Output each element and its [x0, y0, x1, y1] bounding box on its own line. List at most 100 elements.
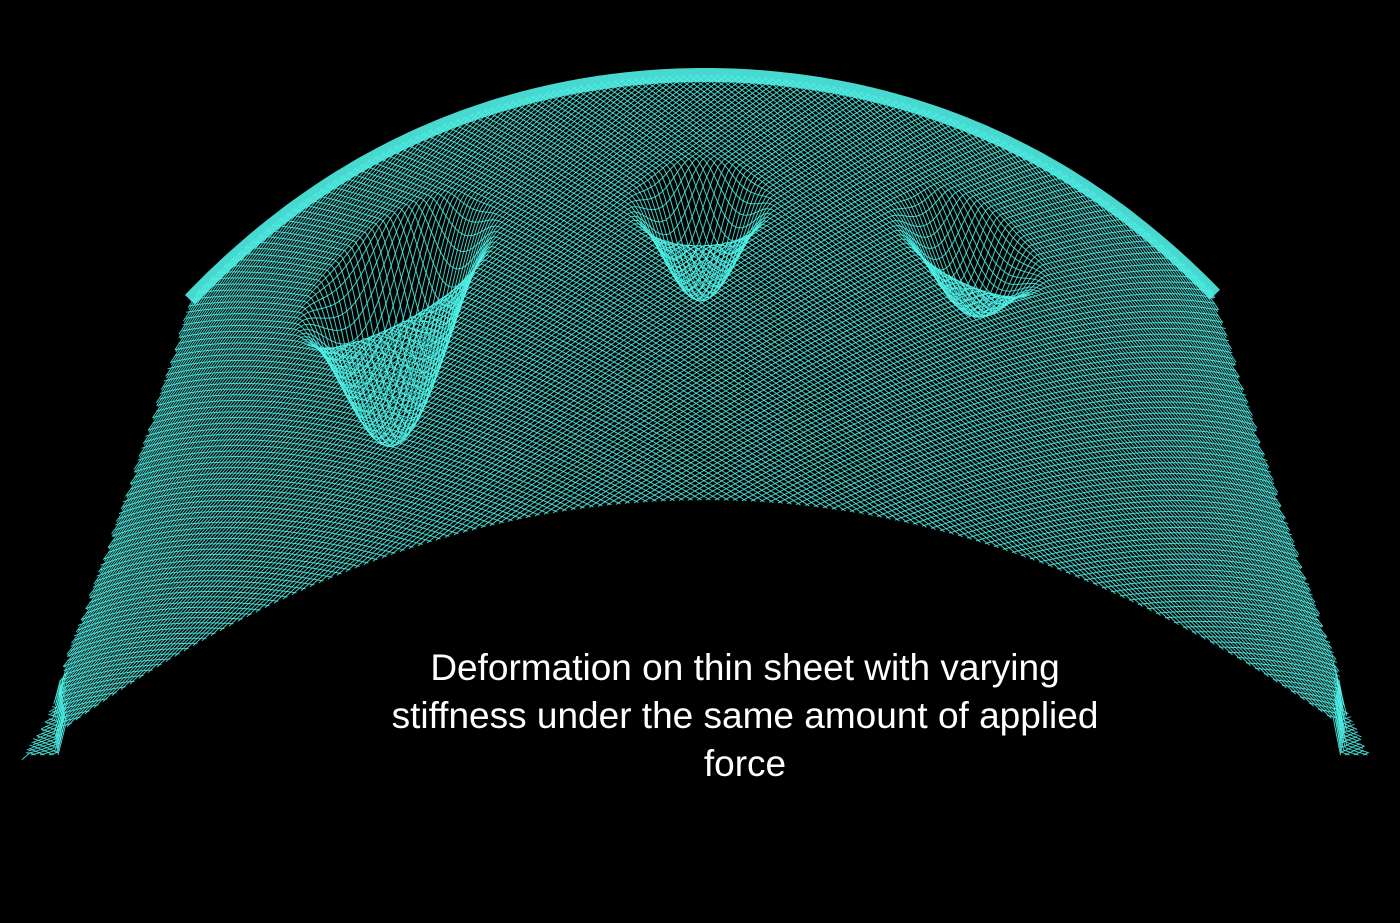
- mesh-line: [471, 193, 1096, 531]
- mesh-line: [489, 202, 1110, 527]
- mesh-line: [534, 228, 1144, 517]
- mesh-line: [152, 187, 324, 418]
- mesh-line: [147, 178, 338, 431]
- mesh-line: [1353, 750, 1365, 756]
- mesh-line: [74, 617, 243, 641]
- mesh-line: [948, 489, 1282, 534]
- mesh-line: [1155, 610, 1323, 632]
- mesh-line: [89, 575, 315, 599]
- mesh-line: [1245, 662, 1345, 706]
- mesh-line: [1118, 210, 1240, 378]
- mesh-line: [723, 350, 1233, 501]
- mesh-line: [1290, 690, 1355, 731]
- mesh-line: [53, 76, 652, 704]
- mesh-line: [1030, 154, 1266, 456]
- mesh-line: [552, 240, 1157, 514]
- mesh-line: [867, 440, 1264, 516]
- mesh-line: [813, 407, 1254, 508]
- mesh-line: [72, 82, 597, 645]
- mesh-line: [1227, 651, 1341, 697]
- mesh-line: [159, 388, 621, 505]
- mesh-line: [1064, 173, 1258, 429]
- mesh-line: [28, 75, 748, 752]
- mesh-line: [99, 102, 509, 574]
- mesh-line: [729, 75, 1349, 715]
- mesh-line: [687, 327, 1226, 501]
- mesh-line: [1050, 165, 1256, 432]
- mesh-line: [1125, 215, 1235, 367]
- mesh-line: [695, 74, 1356, 733]
- mesh-line: [327, 132, 987, 580]
- mesh-line: [135, 147, 392, 473]
- mesh-line: [88, 96, 529, 597]
- mesh-line: [818, 83, 1324, 627]
- mesh-line: [142, 170, 351, 444]
- mesh-line: [982, 131, 1278, 495]
- mesh-line: [31, 74, 727, 744]
- mesh-line: [688, 74, 1362, 738]
- mesh-line: [903, 462, 1271, 523]
- mesh-line: [36, 74, 714, 737]
- mesh-line: [219, 102, 905, 632]
- mesh-line: [93, 100, 515, 585]
- mesh-line: [1191, 631, 1334, 653]
- mesh-line: [21, 76, 755, 761]
- mesh-line: [1335, 721, 1361, 754]
- mesh-line: [130, 472, 486, 528]
- mesh-line: [57, 78, 782, 756]
- mesh-line: [1173, 620, 1331, 643]
- mesh-line: [777, 384, 1247, 504]
- mesh-line: [129, 144, 399, 485]
- mesh-line: [1002, 521, 1292, 550]
- mesh-line: [68, 79, 618, 657]
- mesh-line: [756, 76, 1340, 672]
- mesh-line: [624, 287, 1212, 505]
- mesh-line: [40, 74, 700, 730]
- mesh-line: [426, 171, 1062, 544]
- mesh-line: [1182, 626, 1330, 648]
- mesh-line: [108, 110, 481, 550]
- mesh-line: [42, 74, 707, 732]
- mesh-line: [81, 87, 570, 622]
- mesh-line: [363, 145, 1014, 566]
- mesh-line: [462, 188, 1089, 533]
- mesh-line: [139, 158, 372, 459]
- mesh-line: [1083, 569, 1309, 590]
- mesh-line: [59, 77, 645, 698]
- mesh-line: [615, 281, 1205, 505]
- mesh-line: [984, 510, 1289, 545]
- mesh-line: [702, 74, 1358, 730]
- mesh-line: [825, 84, 1318, 617]
- mesh-line: [160, 211, 290, 390]
- mesh-line: [1308, 702, 1358, 739]
- caption-line-3: force: [703, 743, 787, 784]
- mesh-line: [156, 90, 857, 668]
- caption-line-1: Deformation on thin sheet with varying: [430, 647, 1060, 688]
- mesh-line: [273, 116, 946, 604]
- mesh-line: [1128, 595, 1320, 617]
- mesh-lines-diagonal-b: [21, 74, 1369, 761]
- mesh-line: [45, 74, 686, 723]
- mesh-line: [148, 174, 345, 433]
- mesh-line: [1056, 553, 1302, 573]
- mesh-line: [201, 98, 891, 642]
- mesh-line: [804, 401, 1250, 507]
- mesh-line: [228, 104, 912, 627]
- mesh-line: [879, 96, 1307, 580]
- mesh-line: [291, 121, 960, 596]
- mesh-line: [133, 154, 379, 470]
- mesh-line: [768, 379, 1243, 503]
- mesh-line: [1092, 574, 1313, 596]
- mesh-line: [46, 74, 693, 725]
- mesh-line: [161, 206, 297, 392]
- mesh-line: [354, 141, 1007, 569]
- mesh-line: [1091, 191, 1249, 403]
- mesh-line: [561, 245, 1164, 512]
- mesh-line: [516, 217, 1130, 521]
- mesh-line: [858, 434, 1261, 514]
- mesh-line: [831, 418, 1257, 510]
- mesh-line: [1263, 673, 1348, 716]
- mesh-line: [993, 516, 1292, 547]
- mesh-line: [134, 151, 386, 472]
- mesh-line: [927, 110, 1295, 543]
